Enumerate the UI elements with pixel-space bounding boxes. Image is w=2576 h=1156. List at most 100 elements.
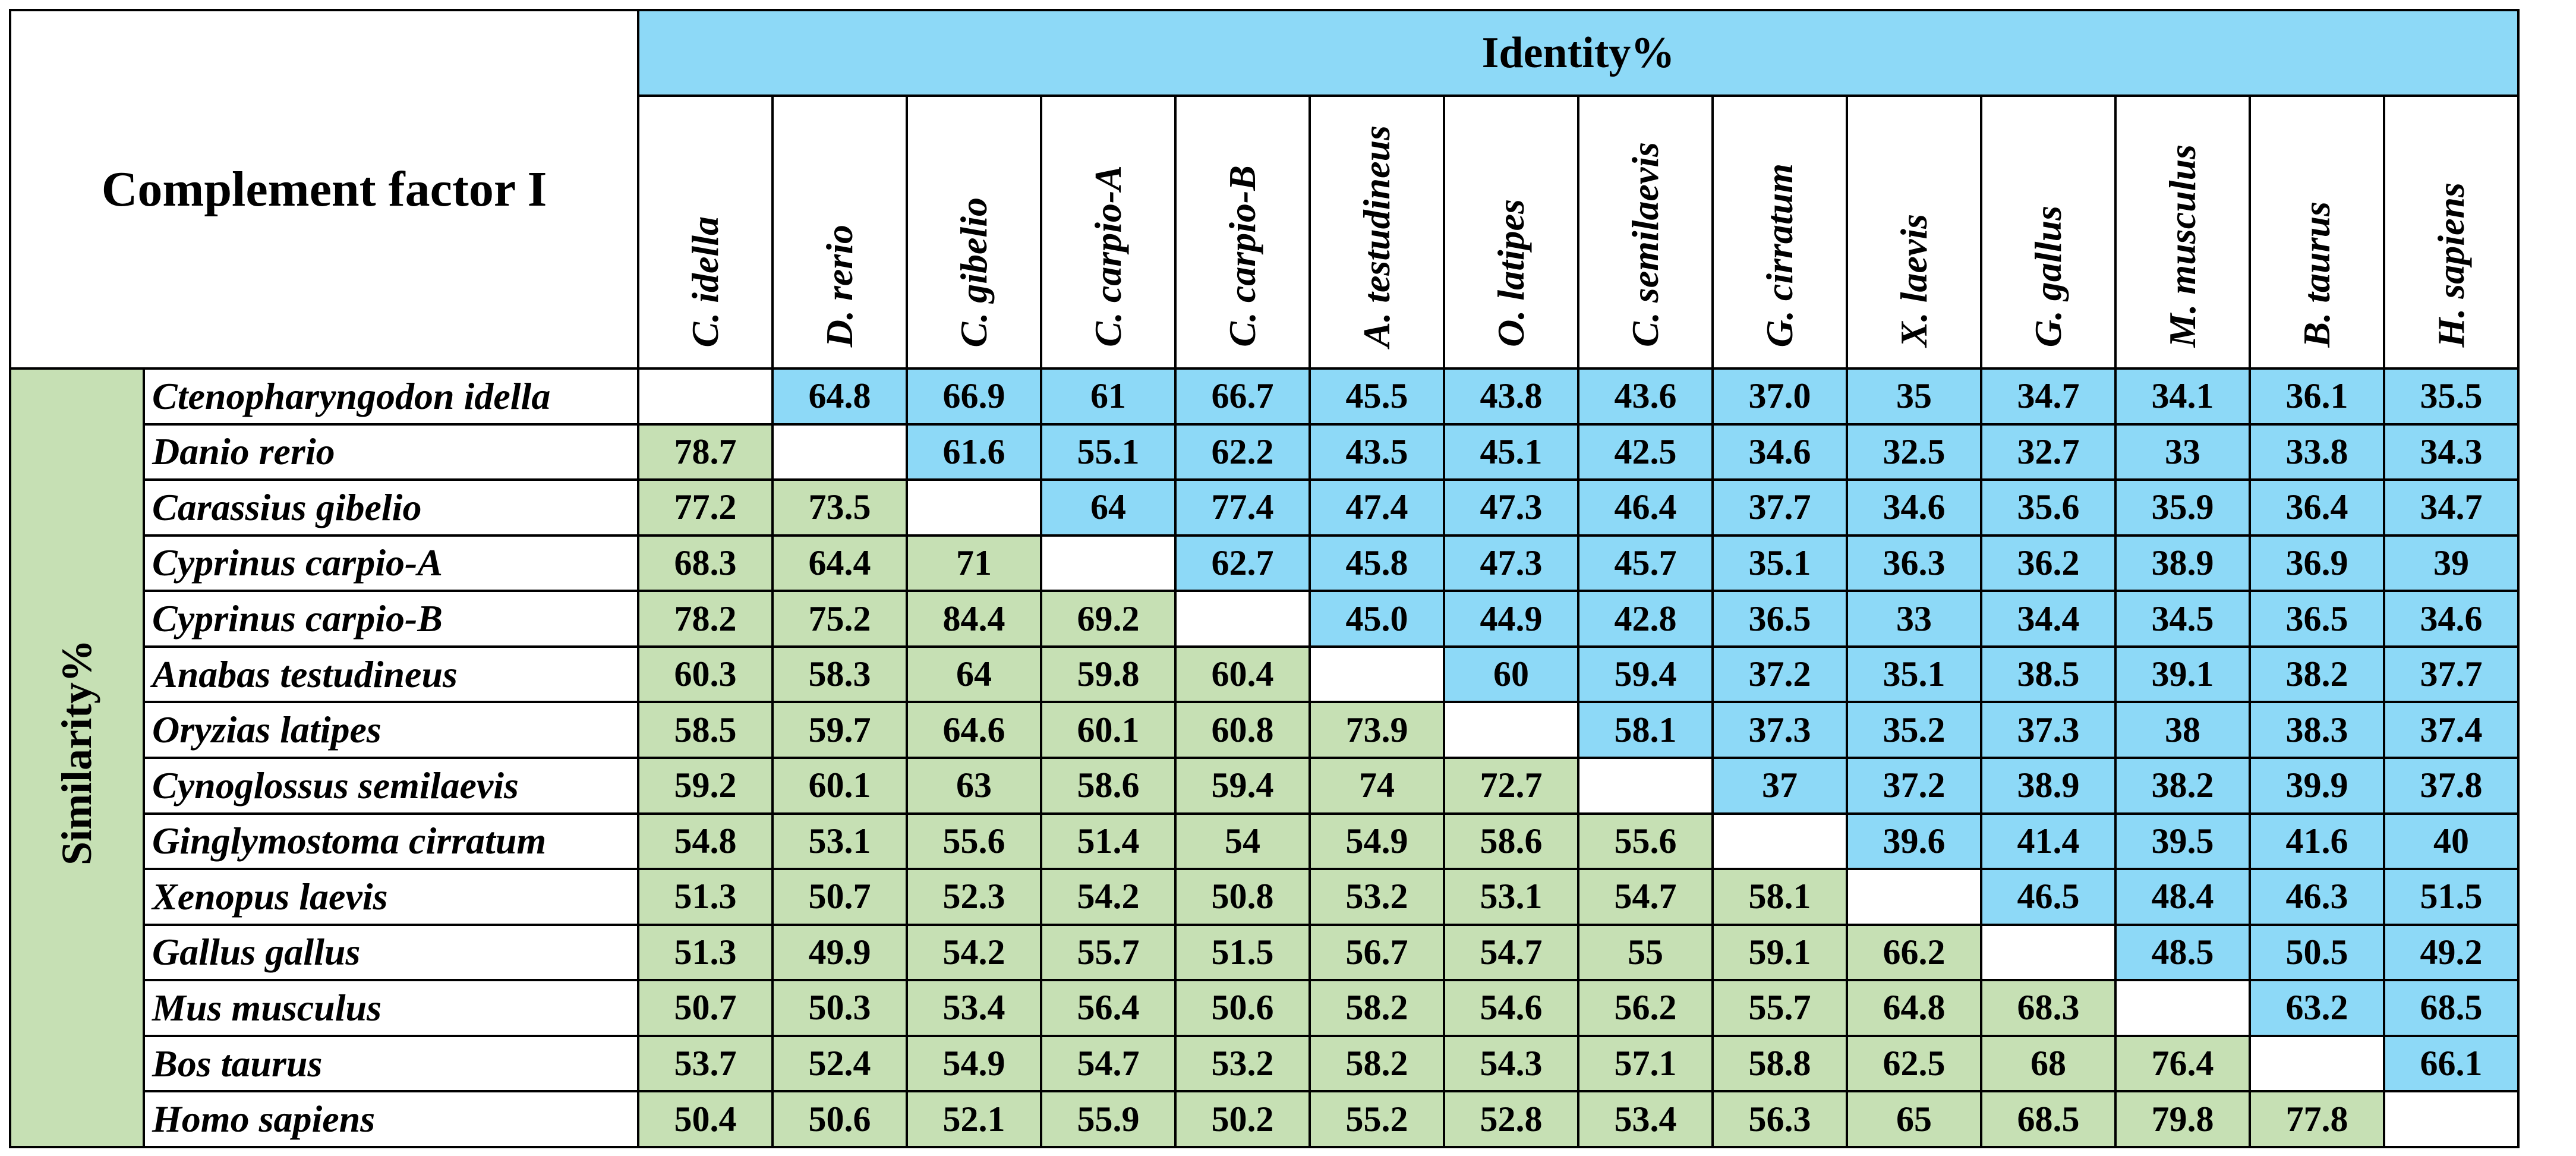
column-header-label: H. sapiens (2430, 182, 2473, 347)
similarity-cell: 62.5 (1846, 1034, 1983, 1093)
similarity-cell: 59.2 (637, 756, 774, 815)
identity-cell: 32.5 (1846, 423, 1983, 481)
identity-cell: 43.8 (1443, 367, 1580, 426)
similarity-cell: 71 (906, 534, 1043, 593)
column-header-label: X. laevis (1893, 214, 1935, 347)
similarity-cell: 52.3 (906, 868, 1043, 926)
table-row: Mus musculus 50.7 50.3 53.4 56.4 50.6 58.2 54.6… (10, 979, 2520, 1037)
diagonal-cell (1980, 923, 2117, 982)
identity-cell: 36.1 (2249, 367, 2386, 426)
similarity-cell: 59.4 (1174, 756, 1311, 815)
similarity-cell: 58.1 (1711, 868, 1849, 926)
similarity-cell: 84.4 (906, 590, 1043, 648)
column-header-label: M. musculus (2161, 144, 2204, 347)
similarity-cell: 54.9 (1309, 812, 1446, 871)
column-header: O. latipes (1443, 95, 1580, 370)
table-row: Homo sapiens 50.4 50.6 52.1 55.9 50.2 55.2 52.8… (10, 1090, 2520, 1148)
similarity-cell: 60.1 (1040, 701, 1177, 759)
similarity-cell: 54.2 (906, 923, 1043, 982)
column-header-label: C. semilaevis (1624, 142, 1667, 347)
identity-cell: 45.8 (1309, 534, 1446, 593)
identity-cell: 35.1 (1711, 534, 1849, 593)
column-header: C. carpio-B (1174, 95, 1311, 370)
identity-cell: 34.6 (1711, 423, 1849, 481)
column-header: M. musculus (2114, 95, 2252, 370)
similarity-cell: 58.2 (1309, 1034, 1446, 1093)
identity-cell: 37.0 (1711, 367, 1849, 426)
similarity-cell: 51.5 (1174, 923, 1311, 982)
identity-cell: 34.7 (2383, 478, 2520, 537)
identity-cell: 35.2 (1846, 701, 1983, 759)
identity-cell: 37.4 (2383, 701, 2520, 759)
column-header-label: C. carpio-A (1087, 165, 1130, 347)
similarity-cell: 50.7 (771, 868, 909, 926)
identity-cell: 38 (2114, 701, 2252, 759)
similarity-cell: 73.9 (1309, 701, 1446, 759)
similarity-cell: 59.7 (771, 701, 909, 759)
identity-cell: 37.2 (1846, 756, 1983, 815)
diagonal-cell (771, 423, 909, 481)
diagonal-cell (1443, 701, 1580, 759)
identity-cell: 39.1 (2114, 645, 2252, 704)
diagonal-cell (1309, 645, 1446, 704)
similarity-cell: 54.7 (1577, 868, 1714, 926)
identity-cell: 45.5 (1309, 367, 1446, 426)
identity-similarity-matrix: Complement factor I Identity% C. idella D… (8, 9, 2520, 1148)
identity-cell: 59.4 (1577, 645, 1714, 704)
similarity-cell: 79.8 (2114, 1090, 2252, 1148)
similarity-cell: 50.8 (1174, 868, 1311, 926)
similarity-cell: 50.6 (1174, 979, 1311, 1037)
diagonal-cell (2114, 979, 2252, 1037)
row-header: Homo sapiens (142, 1090, 640, 1148)
identity-cell: 61.6 (906, 423, 1043, 481)
similarity-cell: 54.2 (1040, 868, 1177, 926)
identity-cell: 37 (1711, 756, 1849, 815)
similarity-cell: 59.1 (1711, 923, 1849, 982)
similarity-cell: 55.6 (1577, 812, 1714, 871)
identity-cell: 39 (2383, 534, 2520, 593)
identity-cell: 34.6 (2383, 590, 2520, 648)
similarity-cell: 55.9 (1040, 1090, 1177, 1148)
header-row-identity: Complement factor I Identity% (8, 9, 2520, 370)
similarity-cell: 55.7 (1040, 923, 1177, 982)
similarity-cell: 64.8 (1846, 979, 1983, 1037)
identity-cell: 42.8 (1577, 590, 1714, 648)
identity-cell: 45.7 (1577, 534, 1714, 593)
identity-cell: 33 (2114, 423, 2252, 481)
identity-cell: 48.4 (2114, 868, 2252, 926)
similarity-cell: 73.5 (771, 478, 909, 537)
identity-cell: 64 (1040, 478, 1177, 537)
diagonal-cell (1040, 534, 1177, 593)
similarity-cell: 55 (1577, 923, 1714, 982)
similarity-cell: 66.2 (1846, 923, 1983, 982)
similarity-cell: 64 (906, 645, 1043, 704)
identity-cell: 38.5 (1980, 645, 2117, 704)
diagonal-cell (637, 367, 774, 426)
table-row: Carassius gibelio 77.2 73.5 64 77.4 47.4 47.3 4… (10, 478, 2520, 537)
similarity-cell: 54.9 (906, 1034, 1043, 1093)
similarity-cell: 54.3 (1443, 1034, 1580, 1093)
similarity-cell: 52.4 (771, 1034, 909, 1093)
row-header: Bos taurus (142, 1034, 640, 1093)
similarity-cell: 58.2 (1309, 979, 1446, 1037)
similarity-cell: 56.2 (1577, 979, 1714, 1037)
identity-cell: 41.6 (2249, 812, 2386, 871)
similarity-cell: 68.5 (1980, 1090, 2117, 1148)
similarity-cell: 50.6 (771, 1090, 909, 1148)
diagonal-cell (1846, 868, 1983, 926)
identity-cell: 64.8 (771, 367, 909, 426)
table-row: Ginglymostoma cirratum 54.8 53.1 55.6 51.4 54… (10, 812, 2520, 871)
diagonal-cell (2249, 1034, 2386, 1093)
column-header-label: C. carpio-B (1221, 165, 1264, 347)
similarity-cell: 77.2 (637, 478, 774, 537)
identity-cell: 36.5 (1711, 590, 1849, 648)
similarity-cell: 55.2 (1309, 1090, 1446, 1148)
similarity-cell: 63 (906, 756, 1043, 815)
column-header: B. taurus (2249, 95, 2386, 370)
similarity-cell: 56.3 (1711, 1090, 1849, 1148)
column-header: G. gallus (1980, 95, 2117, 370)
column-header-label: D. rerio (818, 224, 861, 347)
similarity-cell: 64.4 (771, 534, 909, 593)
similarity-cell: 65 (1846, 1090, 1983, 1148)
similarity-cell: 51.3 (637, 868, 774, 926)
